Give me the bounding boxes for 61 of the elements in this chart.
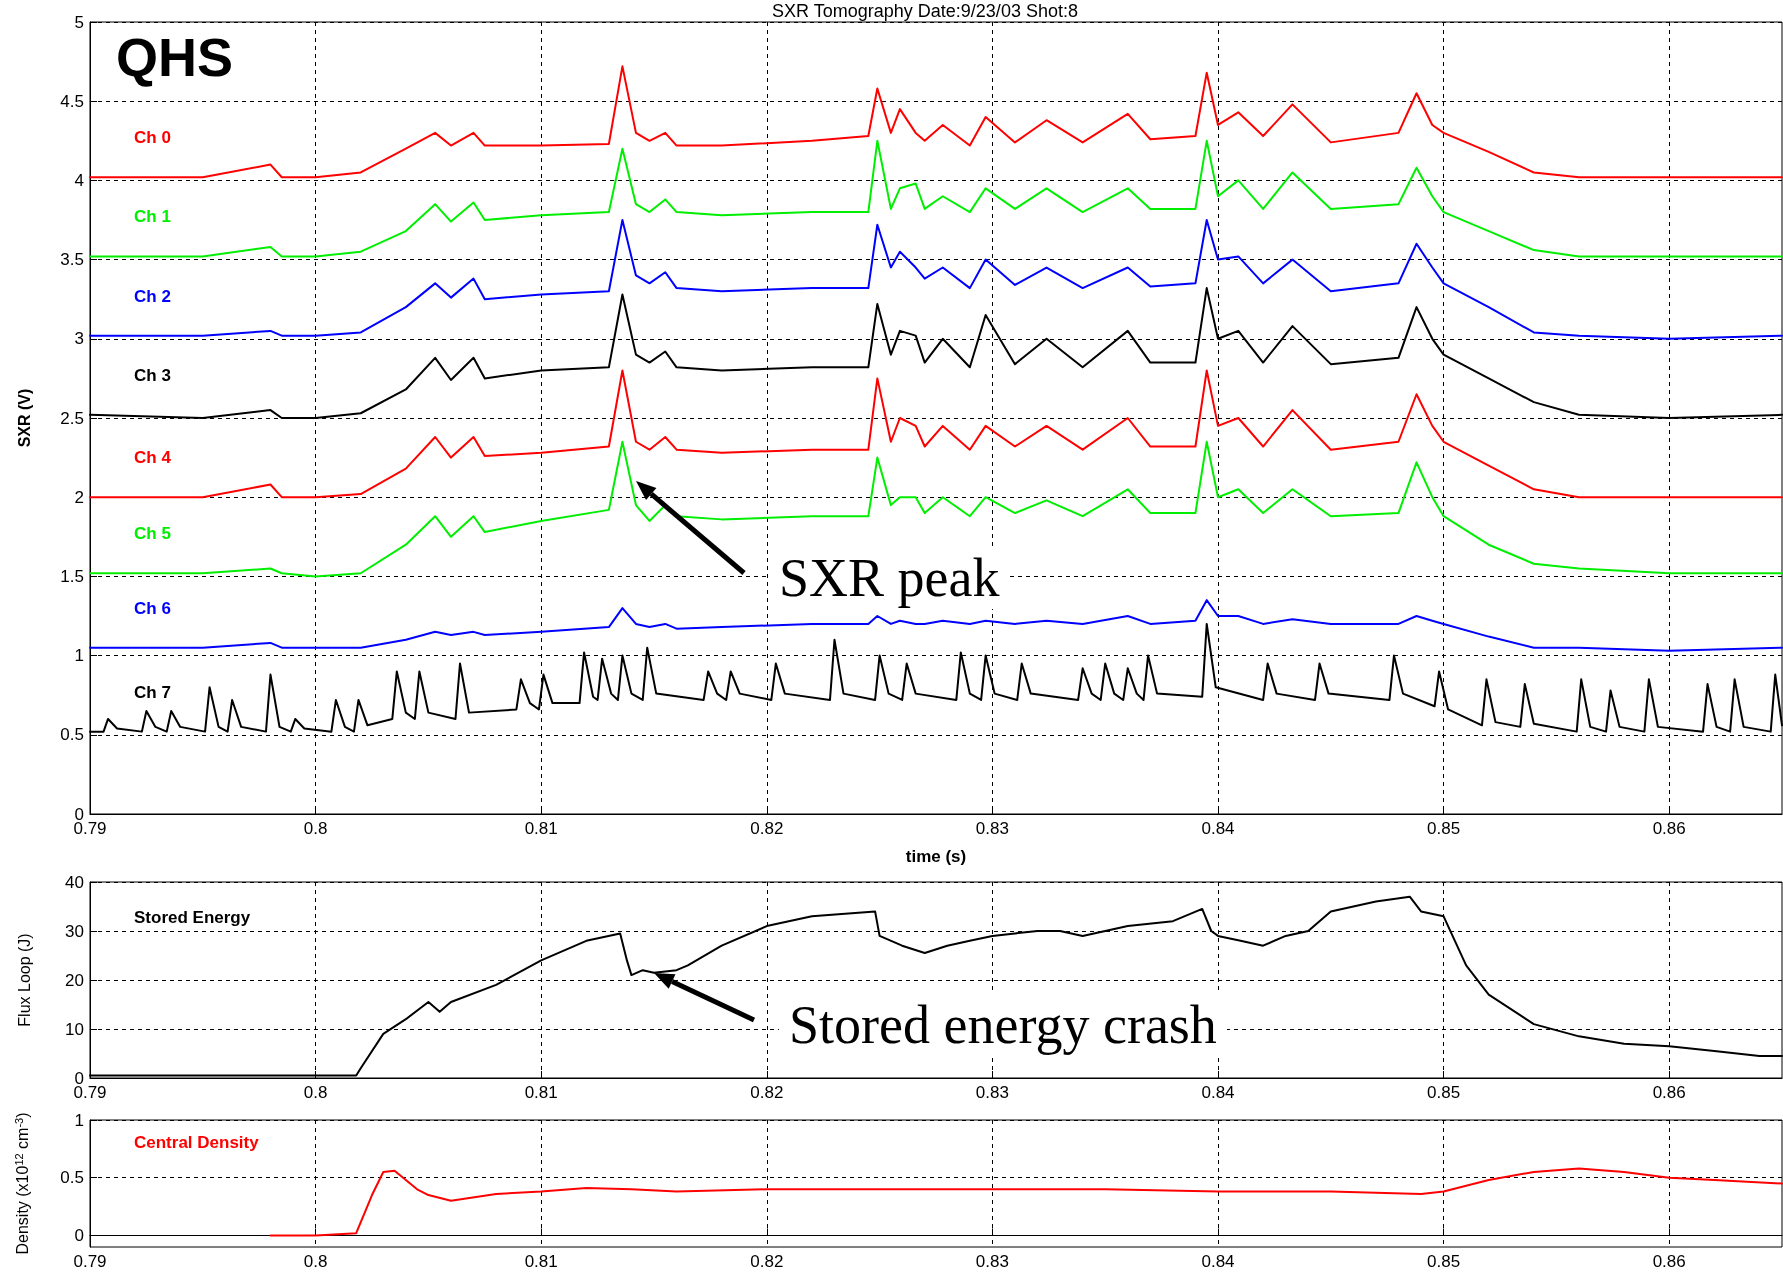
y-tick-label: 2.5	[60, 408, 84, 428]
y-tick-label: 4.5	[60, 91, 84, 111]
x-tick-label: 0.83	[975, 1083, 1009, 1102]
x-tick-label: 0.79	[73, 1083, 107, 1102]
y-tick-label: 20	[65, 970, 84, 990]
y-axis-title: SXR (V)	[15, 388, 33, 448]
x-tick-label: 0.86	[1652, 1252, 1686, 1271]
x-tick-label: 0.81	[524, 1083, 558, 1102]
y-tick-label: 3	[74, 329, 84, 349]
y-tick-label: 4	[74, 170, 84, 190]
x-tick-label: 0.79	[73, 819, 107, 838]
x-tick-label: 0.81	[524, 1252, 558, 1271]
annotation: QHS	[116, 26, 234, 88]
x-tick-label: 0.8	[303, 1083, 328, 1102]
text: Stored Energy	[133, 907, 251, 927]
x-tick-label: 0.81	[524, 819, 558, 838]
series-label: Ch 3	[133, 365, 171, 385]
x-tick-label: 0.86	[1652, 819, 1686, 838]
x-tick-label: 0.82	[750, 819, 784, 838]
series-label: Ch 0	[133, 128, 171, 148]
text: Central Density	[133, 1133, 260, 1153]
series-label: Ch 5	[133, 524, 171, 544]
x-tick-label: 0.86	[1652, 1083, 1686, 1102]
y-tick-label: 0	[74, 1225, 84, 1245]
x-axis-title: time (s)	[905, 847, 967, 866]
line-series	[89, 369, 1783, 499]
series-label: Ch 4	[133, 448, 172, 468]
y-tick-label: 40	[65, 872, 84, 892]
y-tick-label: 2	[74, 487, 84, 507]
y-axis-title: Flux Loop (J)	[15, 933, 33, 1027]
x-tick-label: 0.84	[1201, 819, 1235, 838]
y-tick-label: 5	[74, 12, 84, 32]
chart-title: SXR Tomography Date:9/23/03 Shot:8	[772, 1, 1078, 21]
x-tick-label: 0.82	[750, 1252, 784, 1271]
y-tick-label: 1	[74, 1110, 84, 1130]
x-tick-label: 0.8	[303, 819, 328, 838]
x-tick-label: 0.85	[1427, 1083, 1461, 1102]
series-label: Ch 6	[133, 598, 171, 618]
y-tick-label: 3.5	[60, 250, 84, 270]
y-tick-label: 30	[65, 921, 84, 941]
y-tick-label: 0.5	[60, 725, 84, 745]
y-tick-label: 10	[65, 1019, 84, 1039]
y-tick-label: 1.5	[60, 566, 84, 586]
x-tick-label: 0.8	[303, 1252, 328, 1271]
x-tick-label: 0.84	[1201, 1083, 1235, 1102]
series-label: Ch 1	[133, 207, 171, 227]
x-tick-label: 0.79	[73, 1252, 107, 1271]
y-tick-label: 1	[74, 646, 84, 666]
x-tick-label: 0.83	[975, 819, 1009, 838]
series-label: Ch 7	[133, 682, 171, 702]
y-axis-title: Density (x1012 cm-3)	[12, 1112, 31, 1255]
x-tick-label: 0.85	[1427, 1252, 1461, 1271]
annotation: Stored energy crash	[779, 993, 1227, 1056]
x-tick-label: 0.82	[750, 1083, 784, 1102]
x-tick-label: 0.83	[975, 1252, 1009, 1271]
x-tick-label: 0.85	[1427, 819, 1461, 838]
line-series	[269, 1167, 1783, 1237]
y-tick-label: 0.5	[60, 1168, 84, 1188]
x-tick-label: 0.84	[1201, 1252, 1235, 1271]
series-label: Ch 2	[133, 286, 171, 306]
annotation: SXR peak	[768, 547, 1010, 610]
